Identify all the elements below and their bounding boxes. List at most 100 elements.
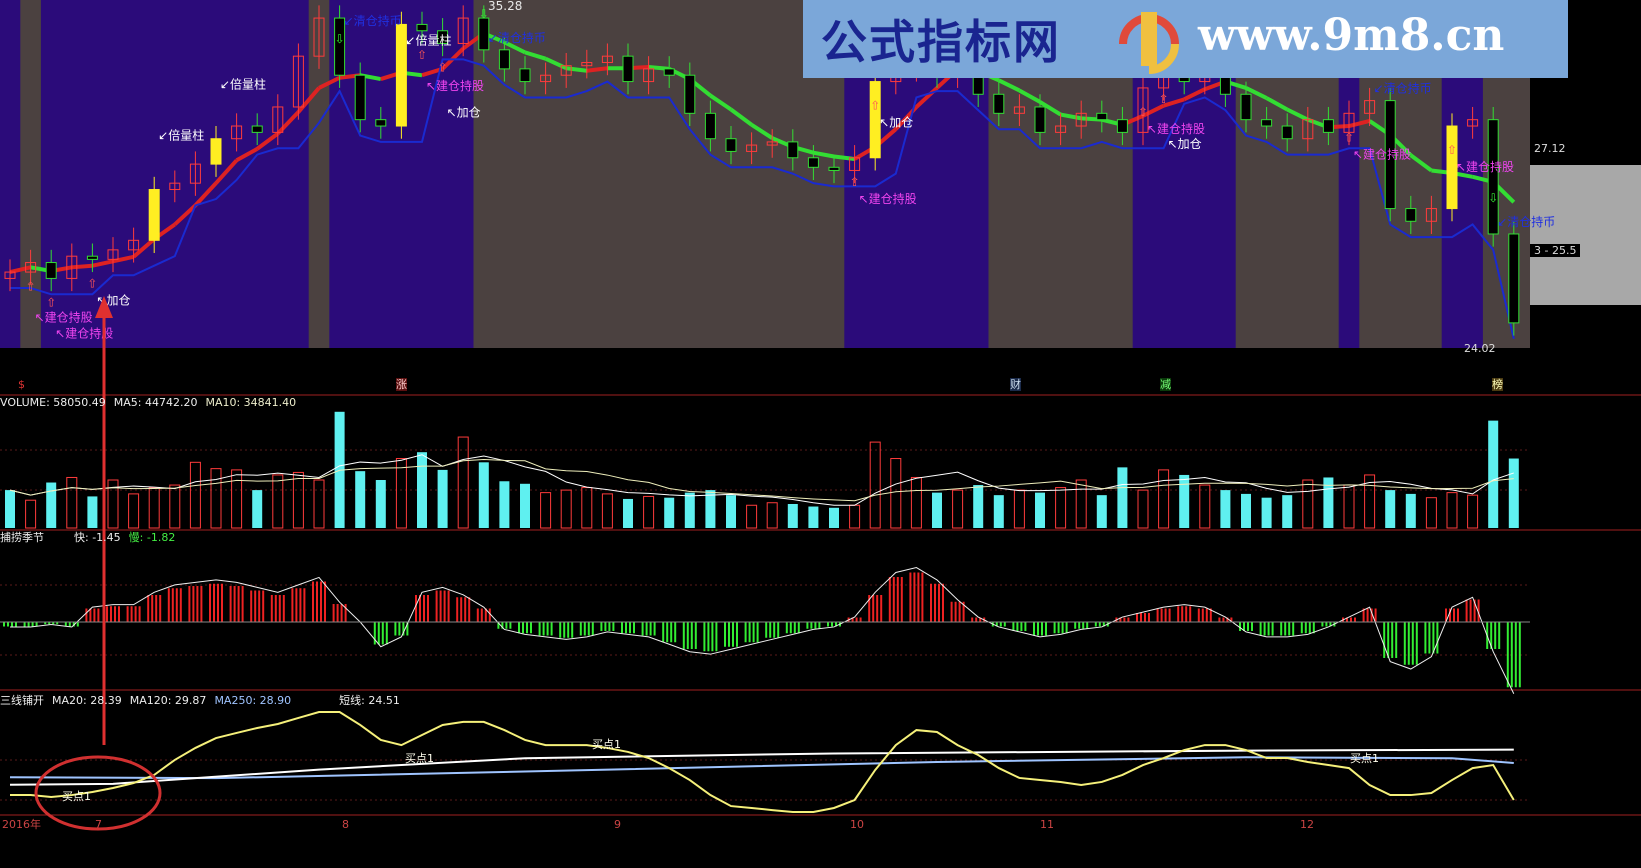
macd-fast-line: [10, 567, 1515, 694]
candle-body: [766, 141, 778, 146]
volume-bar: [1302, 479, 1314, 529]
volume-bar: [1261, 497, 1272, 528]
volume-bar: [1055, 487, 1067, 529]
support-band-line: [10, 58, 1515, 339]
up-arrow-icon: ⇧: [1344, 130, 1354, 144]
trend-line-segment: [1183, 87, 1206, 102]
volume-bar: [1035, 492, 1045, 528]
volume-bar: [107, 479, 119, 529]
x-axis-label: 8: [342, 818, 349, 831]
x-axis-label: 2016年: [2, 818, 41, 831]
candle-body: [807, 157, 819, 168]
volume-bar: [1179, 474, 1190, 528]
candle-body: [725, 138, 737, 152]
volume-bar: [849, 504, 861, 529]
candle-body: [354, 74, 366, 121]
trend-line-segment: [709, 93, 733, 112]
highlight-circle: [34, 755, 162, 831]
up-arrow-icon: ⇧: [850, 175, 860, 189]
ma250-label: MA250: 28.90: [214, 694, 292, 707]
site-url: www.9m8.cn: [1198, 10, 1505, 61]
short-line-label: 短线: 24.51: [339, 694, 400, 707]
up-arrow-icon: ⇧: [1447, 143, 1457, 157]
volume-bar: [973, 485, 984, 528]
trend-line-segment: [833, 154, 855, 162]
macd-label: 捕捞季节: [0, 531, 44, 544]
volume-bar: [25, 499, 37, 529]
candle-body: [540, 74, 552, 83]
candle-body: [478, 17, 490, 51]
volume-bar: [46, 482, 57, 528]
annotation-buy: ↖建仓持股: [1353, 146, 1411, 161]
candle-body: [849, 157, 861, 171]
volume-bar: [993, 495, 1004, 528]
macd-header: 捕捞季节 快: -1.45 慢: -1.82: [0, 531, 175, 544]
volume-bar: [395, 458, 407, 529]
volume-bar: [1199, 484, 1211, 529]
buy-point-label: 买点1: [1350, 752, 1379, 765]
trend-line-segment: [915, 86, 939, 109]
candle-body: [1467, 119, 1479, 127]
volume-bar: [437, 469, 448, 528]
candle-body: [1096, 112, 1108, 121]
trend-line-segment: [1348, 118, 1371, 128]
volume-bar: [1425, 497, 1437, 529]
buy-point-label: 买点1: [405, 752, 434, 765]
candle-body: [1034, 106, 1046, 133]
candle-body: [107, 249, 119, 260]
trend-line-segment: [132, 237, 156, 259]
ma20-label: MA20: 28.39: [52, 694, 122, 707]
event-marker[interactable]: 减: [1160, 378, 1171, 391]
candle-body: [746, 144, 758, 152]
volume-bar: [643, 495, 655, 529]
event-marker[interactable]: 财: [1010, 378, 1021, 391]
trend-line-segment: [1163, 97, 1185, 108]
volume-bar: [272, 474, 284, 529]
candle-body: [128, 239, 140, 251]
annotation-buy: ↖建仓持股: [1456, 159, 1514, 174]
candle-body: [787, 141, 799, 159]
ma20-line: [9, 748, 1514, 786]
trend-line-segment: [193, 181, 218, 207]
volume-bar: [1096, 495, 1107, 528]
event-marker[interactable]: $: [18, 378, 25, 391]
annotation-buy: ↖建仓持股: [55, 325, 113, 340]
volume-bar: [705, 490, 716, 528]
event-marker[interactable]: 榜: [1492, 378, 1503, 391]
candle-body: [1137, 87, 1149, 133]
volume-bar: [313, 479, 325, 529]
volume-bar: [231, 469, 243, 529]
volume-bar: [1241, 493, 1251, 528]
volume-bar: [952, 489, 964, 529]
volume-ma-line: [9, 459, 1514, 502]
candle-body: [395, 23, 407, 127]
last-price-label: 24.02: [1464, 342, 1496, 355]
volume-bar: [1488, 420, 1499, 528]
volume-bar: [1220, 490, 1231, 528]
candle-body: [457, 17, 469, 44]
up-arrow-icon: ⇧: [417, 48, 427, 62]
annotation-sell: ↙清仓持币: [344, 13, 402, 28]
volume-bar: [932, 492, 942, 528]
annotation-add: ↖加仓: [447, 105, 481, 119]
trend-line-segment: [9, 265, 32, 275]
candle-body: [1487, 119, 1499, 235]
candle-body: [828, 166, 840, 171]
annotation-add: ↖加仓: [879, 116, 913, 130]
candle-body: [86, 255, 98, 260]
volume-bar: [169, 484, 181, 529]
volume-bar: [560, 489, 572, 529]
candle-body: [684, 74, 696, 114]
volume-bar: [726, 495, 736, 528]
down-arrow-icon: ⇩: [479, 7, 489, 21]
candle-body: [1322, 119, 1334, 133]
event-marker[interactable]: 涨: [396, 378, 407, 391]
red-arrow-head-icon: [95, 296, 113, 318]
candle-body: [581, 62, 593, 67]
buy-point-label: 买点1: [62, 790, 91, 803]
volume-bar: [623, 498, 633, 528]
price-high-label: 35.28: [486, 0, 525, 13]
volume-bar: [581, 487, 593, 529]
volume-bar: [66, 476, 78, 529]
volume-bar: [601, 493, 613, 529]
